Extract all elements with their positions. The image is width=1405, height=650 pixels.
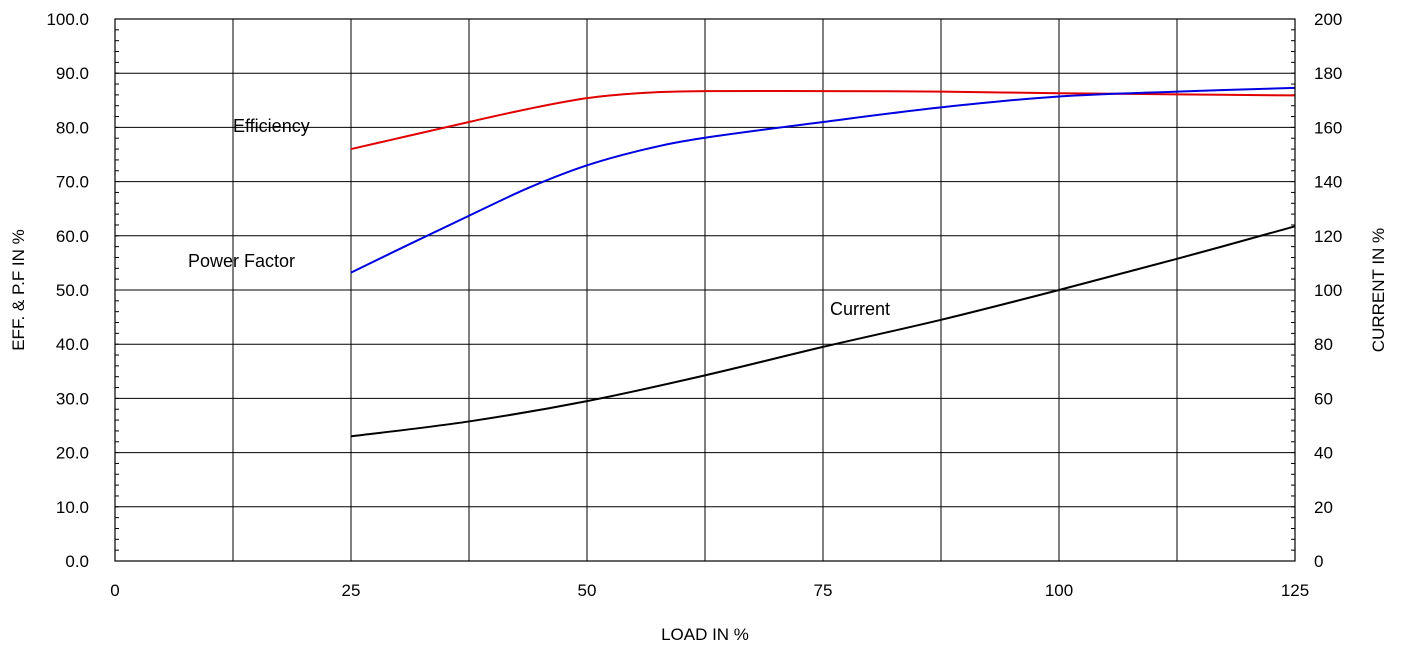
y-right-tick-label: 60 <box>1314 389 1333 408</box>
y-right-tick-label: 0 <box>1314 552 1323 571</box>
y-right-tick-label: 160 <box>1314 118 1342 137</box>
grid <box>115 19 1295 561</box>
annotation-current: Current <box>830 299 890 319</box>
y-left-tick-label: 60.0 <box>56 227 89 246</box>
x-axis-title: LOAD IN % <box>661 625 749 644</box>
plot-frame <box>114 18 1296 562</box>
y-right-tick-label: 140 <box>1314 173 1342 192</box>
y-right-tick-label: 120 <box>1314 227 1342 246</box>
y-left-tick-label: 80.0 <box>56 118 89 137</box>
y-left-tick-label: 50.0 <box>56 281 89 300</box>
y-left-tick-label: 90.0 <box>56 64 89 83</box>
y-left-tick-label: 0.0 <box>65 552 89 571</box>
y-right-tick-label: 200 <box>1314 10 1342 29</box>
x-tick-label: 25 <box>342 581 361 600</box>
y-right-tick-label: 40 <box>1314 444 1333 463</box>
y-left-tick-label: 30.0 <box>56 389 89 408</box>
y-left-tick-labels: 0.0 10.0 20.0 30.0 40.0 50.0 60.0 70.0 80.0 90.0 1… <box>46 10 89 571</box>
y-left-axis-title: EFF. & P.F IN % <box>9 229 28 351</box>
y-right-tick-label: 80 <box>1314 335 1333 354</box>
y-right-tick-label: 180 <box>1314 64 1342 83</box>
series-line-power-factor <box>350 86 1296 274</box>
x-tick-labels: 0 25 50 75 100 125 <box>110 581 1309 600</box>
y-right-tick-label: 100 <box>1314 281 1342 300</box>
x-tick-label: 75 <box>814 581 833 600</box>
series-line-current <box>350 225 1296 438</box>
y-right-axis-title: CURRENT IN % <box>1369 228 1388 352</box>
annotation-efficiency: Efficiency <box>233 116 310 136</box>
y-right-tick-label: 20 <box>1314 498 1333 517</box>
series-layer <box>350 86 1296 438</box>
y-left-tick-label: 20.0 <box>56 444 89 463</box>
y-right-tick-labels: 0 20 40 60 80 100 120 140 160 180 200 <box>1314 10 1342 571</box>
x-tick-label: 100 <box>1045 581 1073 600</box>
x-tick-label: 0 <box>110 581 119 600</box>
y-left-tick-label: 70.0 <box>56 173 89 192</box>
x-tick-label: 125 <box>1281 581 1309 600</box>
y-left-tick-label: 100.0 <box>46 10 89 29</box>
y-left-tick-label: 10.0 <box>56 498 89 517</box>
x-tick-label: 50 <box>578 581 597 600</box>
y-left-tick-label: 40.0 <box>56 335 89 354</box>
minor-ticks <box>115 29 1295 551</box>
annotation-power-factor: Power Factor <box>188 251 295 271</box>
